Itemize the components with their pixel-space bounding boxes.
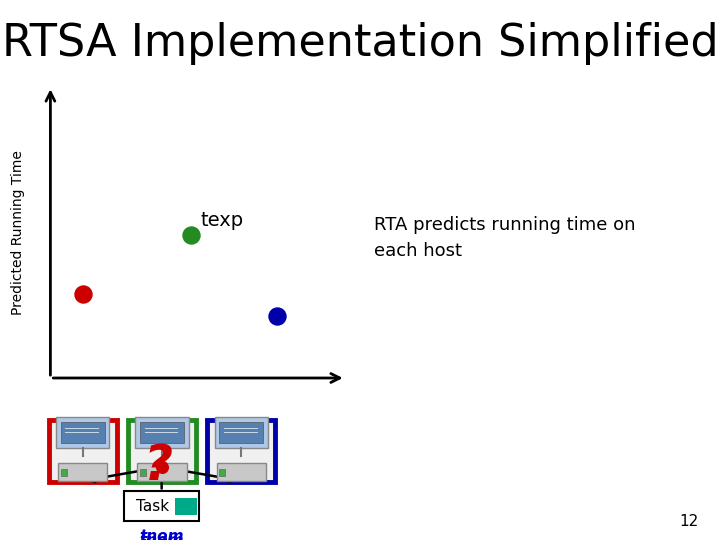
FancyBboxPatch shape	[56, 417, 109, 448]
Text: texp: texp	[200, 211, 243, 229]
Point	[185, 231, 197, 239]
Point	[156, 463, 167, 471]
FancyBboxPatch shape	[58, 463, 107, 481]
FancyBboxPatch shape	[219, 469, 225, 476]
Text: tnom: tnom	[140, 533, 184, 540]
Text: tnom: tnom	[140, 529, 184, 540]
Text: RTSA Implementation Simplified: RTSA Implementation Simplified	[1, 22, 719, 65]
FancyBboxPatch shape	[61, 422, 104, 443]
FancyBboxPatch shape	[215, 417, 268, 448]
Text: Task: Task	[136, 499, 169, 514]
Text: ?: ?	[143, 442, 173, 490]
Text: RTA predicts running time on
each host: RTA predicts running time on each host	[374, 216, 636, 260]
FancyBboxPatch shape	[124, 491, 199, 521]
Text: Predicted Running Time: Predicted Running Time	[11, 150, 25, 315]
Point	[271, 312, 283, 320]
FancyBboxPatch shape	[60, 469, 66, 476]
Text: 12: 12	[679, 514, 698, 529]
FancyBboxPatch shape	[220, 422, 263, 443]
FancyBboxPatch shape	[217, 463, 266, 481]
FancyBboxPatch shape	[140, 469, 145, 476]
FancyBboxPatch shape	[138, 463, 186, 481]
Point	[77, 290, 89, 299]
FancyBboxPatch shape	[140, 422, 184, 443]
FancyBboxPatch shape	[176, 498, 197, 515]
FancyBboxPatch shape	[207, 420, 276, 482]
FancyBboxPatch shape	[135, 417, 189, 448]
FancyBboxPatch shape	[128, 420, 196, 482]
FancyBboxPatch shape	[49, 420, 117, 482]
